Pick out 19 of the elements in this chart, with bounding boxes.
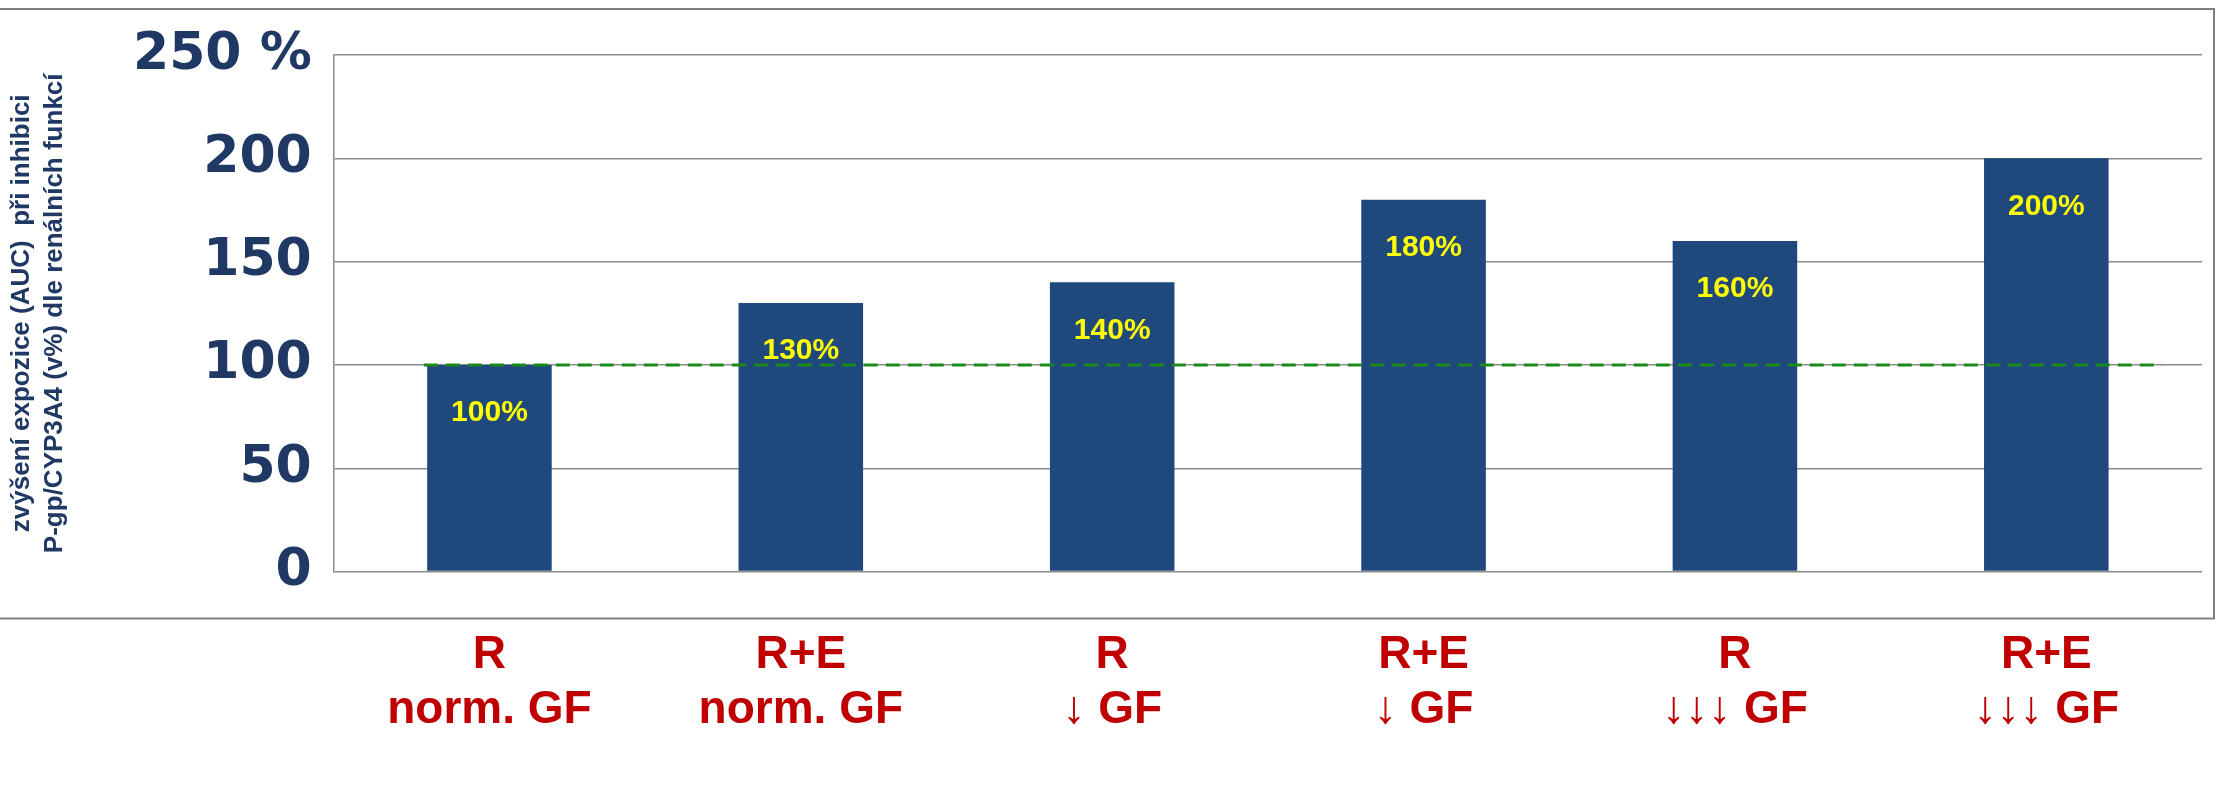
y-tick-label: 50 — [239, 433, 312, 494]
data-label: 160% — [1696, 270, 1774, 304]
x-tick-label: R+E norm. GF — [698, 625, 904, 734]
x-tick-label: R ↓↓↓ GF — [1662, 625, 1808, 734]
data-label: 100% — [451, 394, 528, 428]
x-tick-label: R+E ↓↓↓ GF — [1973, 625, 2120, 734]
y-axis-title: zvýšení expozice (AUC) při inhibici P-gp/CYP3A4 (v%) dle renálních funkcí — [5, 72, 68, 554]
x-tick-label: R ↓ GF — [1062, 625, 1163, 734]
y-tick-label: 0 — [275, 537, 312, 598]
y-tick-label: 150 — [203, 227, 312, 288]
data-label: 200% — [2007, 187, 2085, 221]
y-tick-label: 250 % — [133, 20, 312, 81]
data-label: 140% — [1073, 311, 1151, 345]
x-tick-label: R norm. GF — [387, 625, 592, 734]
y-tick-label: 200 — [203, 123, 312, 184]
x-tick-label: R+E ↓ GF — [1373, 625, 1474, 734]
data-label: 180% — [1385, 228, 1462, 262]
y-tick-label: 100 — [203, 330, 312, 391]
data-label: 130% — [762, 332, 840, 366]
